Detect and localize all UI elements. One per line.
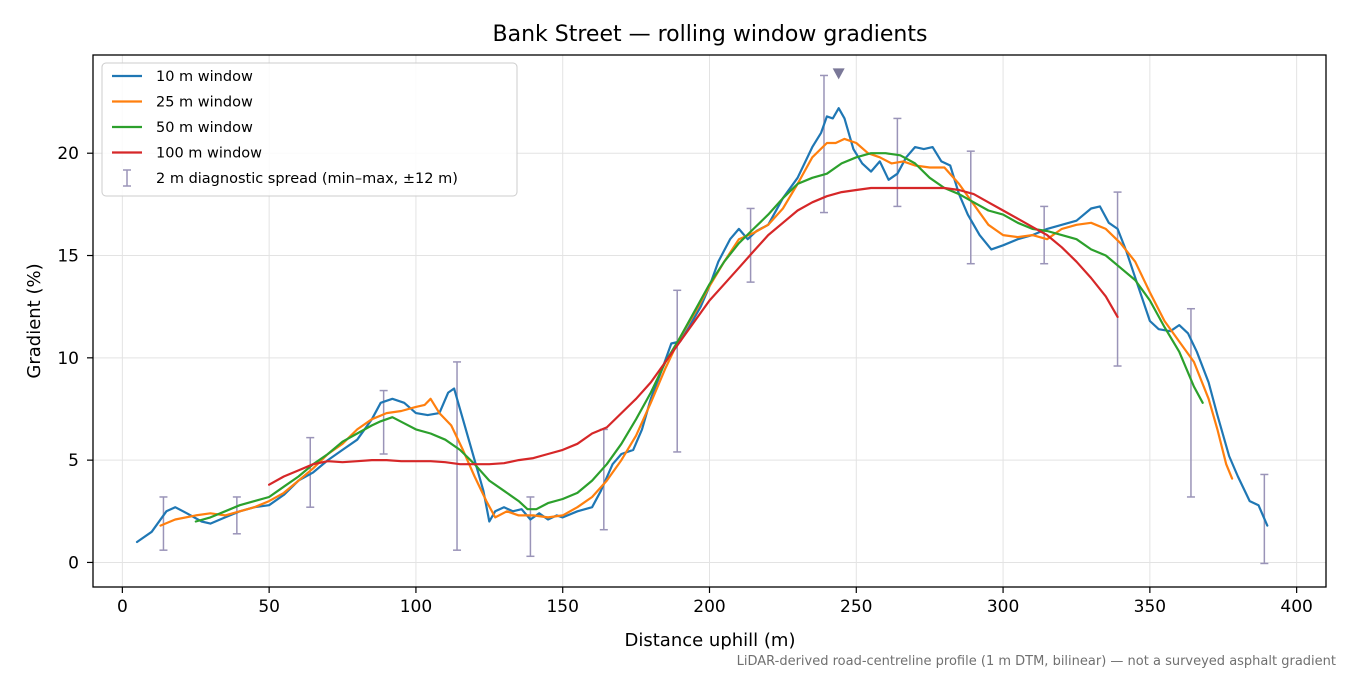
- diagnostic-spread-bars: [159, 74, 1269, 565]
- spread-bar: [232, 496, 241, 535]
- legend: 10 m window 25 m window 50 m window 100 m w…: [101, 62, 518, 197]
- legend-entry: 10 m window: [112, 69, 253, 85]
- series-line: [194, 152, 1204, 523]
- legend-label: 50 m window: [156, 120, 253, 136]
- series-line: [135, 107, 1269, 544]
- peak-marker-triangle: [832, 68, 845, 80]
- series-line: [159, 137, 1234, 527]
- legend-entry: 25 m window: [112, 95, 253, 111]
- x-tick-label: 100: [400, 597, 432, 617]
- legend-entry: 50 m window: [112, 120, 253, 136]
- series-line: [268, 186, 1119, 486]
- spread-bar: [966, 150, 975, 265]
- legend-box: [101, 62, 518, 197]
- spread-bar: [819, 74, 828, 214]
- legend-entry: 100 m window: [112, 146, 262, 162]
- x-axis-ticks: 0 50 100 150 200 250 300 350 400: [117, 587, 1313, 617]
- spread-bar: [453, 361, 462, 551]
- x-tick-label: 350: [1134, 597, 1166, 617]
- legend-entry: 2 m diagnostic spread (min–max, ±12 m): [123, 169, 458, 187]
- x-tick-label: 300: [987, 597, 1019, 617]
- x-tick-label: 250: [840, 597, 872, 617]
- y-tick-label: 0: [68, 553, 79, 573]
- spread-bar: [1113, 191, 1122, 367]
- chart-title: Bank Street — rolling window gradients: [493, 22, 928, 47]
- legend-label: 10 m window: [156, 69, 253, 85]
- spread-bar: [306, 436, 315, 508]
- spread-bar: [746, 207, 755, 283]
- x-axis-label: Distance uphill (m): [625, 630, 796, 651]
- series-lines: [135, 107, 1269, 544]
- spread-bar: [526, 496, 535, 558]
- y-tick-label: 15: [57, 247, 79, 267]
- legend-label: 25 m window: [156, 95, 253, 111]
- x-tick-label: 50: [258, 597, 280, 617]
- x-tick-label: 150: [546, 597, 578, 617]
- y-tick-label: 10: [57, 349, 79, 369]
- spread-bar: [1040, 205, 1049, 265]
- legend-label: 2 m diagnostic spread (min–max, ±12 m): [156, 171, 458, 187]
- y-tick-label: 20: [57, 144, 79, 164]
- y-axis-ticks: 0 5 10 15 20: [57, 144, 93, 573]
- footnote: LiDAR-derived road-centreline profile (1…: [737, 654, 1336, 669]
- spread-bar: [673, 289, 682, 453]
- x-tick-label: 0: [117, 597, 128, 617]
- peak-markers: [832, 68, 845, 80]
- legend-label: 100 m window: [156, 146, 262, 162]
- x-tick-label: 400: [1280, 597, 1312, 617]
- x-tick-label: 200: [693, 597, 725, 617]
- y-axis-label: Gradient (%): [24, 263, 45, 378]
- y-tick-label: 5: [68, 451, 79, 471]
